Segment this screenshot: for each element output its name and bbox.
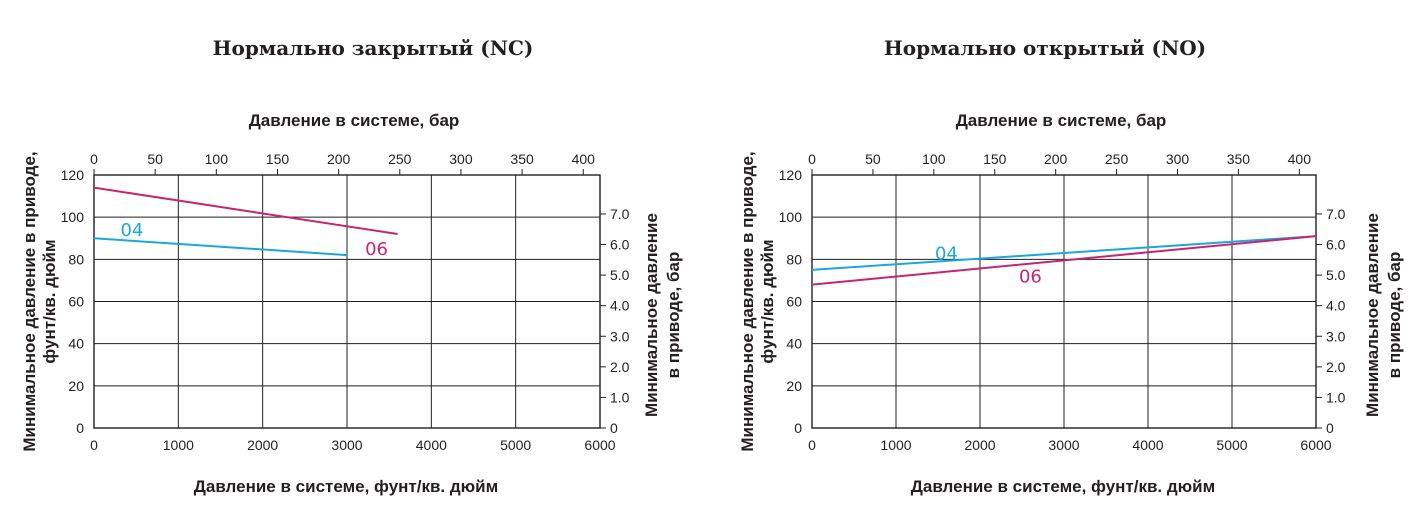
right-tick-label: 6.0 [1326, 237, 1346, 253]
chart-no-svg: Нормально открытый (NO) Давление в систем… [738, 36, 1404, 496]
right-tick-label: 3.0 [1326, 328, 1346, 344]
y-axis-title-left-line: Минимальное давление в приводе, [738, 151, 757, 451]
top-axis-title: Давление в системе, бар [249, 111, 460, 130]
top-axis-title: Давление в системе, бар [956, 111, 1167, 130]
y-tick-label: 100 [61, 209, 85, 225]
series-line-06 [93, 186, 398, 236]
top-tick-label: 0 [808, 151, 816, 167]
x-axis-title: Давление в системе, фунт/кв. дюйм [911, 477, 1215, 496]
right-tick-label: 1.0 [610, 389, 630, 405]
right-tick-label: 0 [610, 420, 618, 436]
y-tick-label: 40 [68, 336, 84, 352]
top-tick-label: 300 [449, 151, 473, 167]
x-tick-label: 6000 [1300, 437, 1331, 453]
right-tick-label: 2.0 [610, 359, 630, 375]
x-axis-title: Давление в системе, фунт/кв. дюйм [194, 477, 498, 496]
chart-nc-svg: Нормально закрытый (NC) Давление в систем… [20, 36, 683, 496]
y-axis-title-left-line: фунт/кв. дюйм [758, 239, 777, 363]
top-tick-label: 350 [510, 151, 534, 167]
x-tick-label: 3000 [331, 437, 362, 453]
right-tick-label: 1.0 [1326, 389, 1346, 405]
chart-no: Нормально открытый (NO) Давление в систем… [706, 0, 1411, 526]
y-axis-title-left-line: Минимальное давление в приводе, [20, 151, 39, 451]
y-tick-label: 100 [779, 209, 803, 225]
y-tick-label: 60 [68, 294, 84, 310]
y-axis-title-right-line: Минимальное давление [1363, 213, 1382, 417]
top-tick-label: 250 [1105, 151, 1129, 167]
right-tick-label: 5.0 [1326, 267, 1346, 283]
y-tick-label: 120 [779, 167, 803, 183]
chart-title: Нормально закрытый (NC) [213, 36, 534, 60]
series-line-06 [811, 235, 1317, 286]
y-tick-label: 20 [786, 378, 802, 394]
right-tick-label: 6.0 [610, 237, 630, 253]
top-tick-label: 200 [327, 151, 351, 167]
series-label-04: 04 [935, 243, 958, 264]
x-tick-label: 5000 [1216, 437, 1247, 453]
right-tick-label: 0 [1326, 420, 1334, 436]
x-tick-label: 5000 [500, 437, 531, 453]
top-tick-label: 150 [266, 151, 290, 167]
x-tick-label: 2000 [964, 437, 995, 453]
x-tick-label: 3000 [1048, 437, 1079, 453]
series-line-04 [811, 235, 1317, 271]
right-tick-label: 2.0 [1326, 359, 1346, 375]
y-axis-title-right-line: в приводе, бар [664, 252, 683, 379]
top-tick-label: 50 [865, 151, 881, 167]
top-tick-label: 150 [983, 151, 1007, 167]
y-tick-label: 40 [786, 336, 802, 352]
top-tick-label: 350 [1227, 151, 1251, 167]
y-tick-label: 120 [61, 167, 85, 183]
chart-nc: Нормально закрытый (NC) Давление в систем… [0, 0, 705, 526]
right-tick-label: 7.0 [1326, 206, 1346, 222]
series-label-06: 06 [365, 239, 388, 260]
top-tick-label: 250 [388, 151, 412, 167]
plot-frame [811, 174, 1317, 429]
plot-frame [93, 174, 601, 429]
y-tick-label: 80 [786, 251, 802, 267]
top-tick-label: 300 [1166, 151, 1190, 167]
x-tick-label: 4000 [416, 437, 447, 453]
x-tick-label: 4000 [1132, 437, 1163, 453]
series-line-04 [93, 237, 348, 257]
top-tick-label: 0 [90, 151, 98, 167]
series-label-06: 06 [1019, 267, 1042, 288]
y-axis-title-right-line: в приводе, бар [1385, 252, 1404, 379]
y-tick-label: 20 [68, 378, 84, 394]
right-tick-label: 7.0 [610, 206, 630, 222]
top-tick-label: 100 [205, 151, 229, 167]
chart-title: Нормально открытый (NO) [884, 36, 1206, 60]
x-tick-label: 0 [90, 437, 98, 453]
top-tick-label: 100 [922, 151, 946, 167]
top-tick-label: 400 [572, 151, 596, 167]
top-tick-label: 400 [1288, 151, 1312, 167]
x-tick-label: 1000 [163, 437, 194, 453]
right-tick-label: 3.0 [610, 328, 630, 344]
right-tick-label: 5.0 [610, 267, 630, 283]
x-tick-label: 6000 [584, 437, 615, 453]
x-tick-label: 1000 [880, 437, 911, 453]
y-tick-label: 80 [68, 251, 84, 267]
top-tick-label: 200 [1044, 151, 1068, 167]
x-tick-label: 0 [808, 437, 816, 453]
top-tick-label: 50 [147, 151, 163, 167]
right-tick-label: 4.0 [610, 298, 630, 314]
y-tick-label: 0 [794, 420, 802, 436]
y-tick-label: 60 [786, 294, 802, 310]
y-axis-title-left-line: фунт/кв. дюйм [40, 239, 59, 363]
y-axis-title-right-line: Минимальное давление [642, 213, 661, 417]
right-tick-label: 4.0 [1326, 298, 1346, 314]
y-tick-label: 0 [76, 420, 84, 436]
x-tick-label: 2000 [247, 437, 278, 453]
series-label-04: 04 [120, 220, 143, 241]
